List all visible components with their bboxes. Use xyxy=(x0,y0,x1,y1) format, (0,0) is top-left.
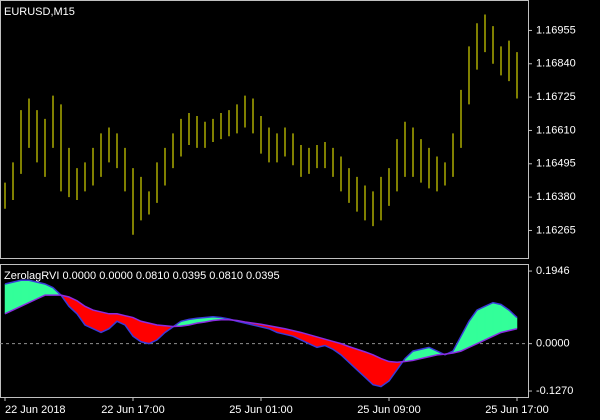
indicator-panel xyxy=(0,264,529,398)
y-tick-label: 1.16610 xyxy=(536,124,576,136)
x-tick-label: 22 Jun 2018 xyxy=(5,404,66,416)
y-tick-label: 1.16265 xyxy=(536,224,576,236)
fill-segment xyxy=(492,302,502,337)
x-tick-label: 25 Jun 17:00 xyxy=(485,404,549,416)
y-tick-label: 1.16495 xyxy=(536,158,576,170)
y-tick-label: 1.16725 xyxy=(536,91,576,103)
fill-segment xyxy=(12,279,22,311)
x-tick-label: 25 Jun 09:00 xyxy=(357,404,421,416)
fill-segment xyxy=(140,320,150,344)
x-tick-label: 25 Jun 01:00 xyxy=(229,404,293,416)
x-tick-label: 22 Jun 17:00 xyxy=(101,404,165,416)
price-panel xyxy=(0,0,529,259)
chart-title: EURUSD,M15 xyxy=(4,6,75,18)
y-tick-label: -0.1270 xyxy=(536,385,573,397)
fill-segment xyxy=(372,354,382,387)
fill-segment xyxy=(476,305,486,345)
y-tick-label: 1.16840 xyxy=(536,58,576,70)
y-tick-label: 1.16955 xyxy=(536,24,576,36)
y-tick-label: 1.16380 xyxy=(536,191,576,203)
fill-segment xyxy=(4,281,14,315)
y-tick-label: 0.0000 xyxy=(536,338,570,350)
y-tick-label: 0.1946 xyxy=(536,265,570,277)
fill-segment xyxy=(484,302,494,341)
indicator-line xyxy=(4,279,518,388)
marks: 1.16955 1.16840 1.16725 1.16610 1.16495 1.163… xyxy=(0,14,576,416)
indicator-title: ZerolagRVI 0.0000 0.0000 0.0810 0.0395 0… xyxy=(4,270,280,282)
indicator-line xyxy=(4,294,518,364)
